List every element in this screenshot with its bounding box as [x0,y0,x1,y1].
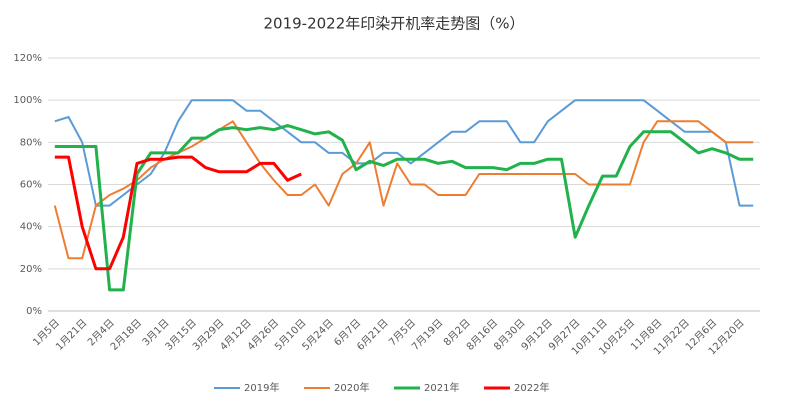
y-tick-label: 100% [13,95,42,106]
series-line [53,120,754,260]
y-tick-label: 80% [20,137,42,148]
series-line [54,155,302,271]
y-tick-label: 20% [20,264,42,275]
legend-label: 2022年 [514,381,549,394]
y-tick-label: 60% [20,180,42,191]
series-line [54,124,754,292]
y-tick-label: 40% [20,222,42,233]
legend-label: 2019年 [244,381,279,394]
legend-label: 2020年 [334,381,369,394]
chart-title: 2019-2022年印染开机率走势图（%） [263,15,524,33]
y-tick-label: 120% [13,53,42,64]
legend-label: 2021年 [424,381,459,394]
y-tick-label: 0% [26,306,42,317]
